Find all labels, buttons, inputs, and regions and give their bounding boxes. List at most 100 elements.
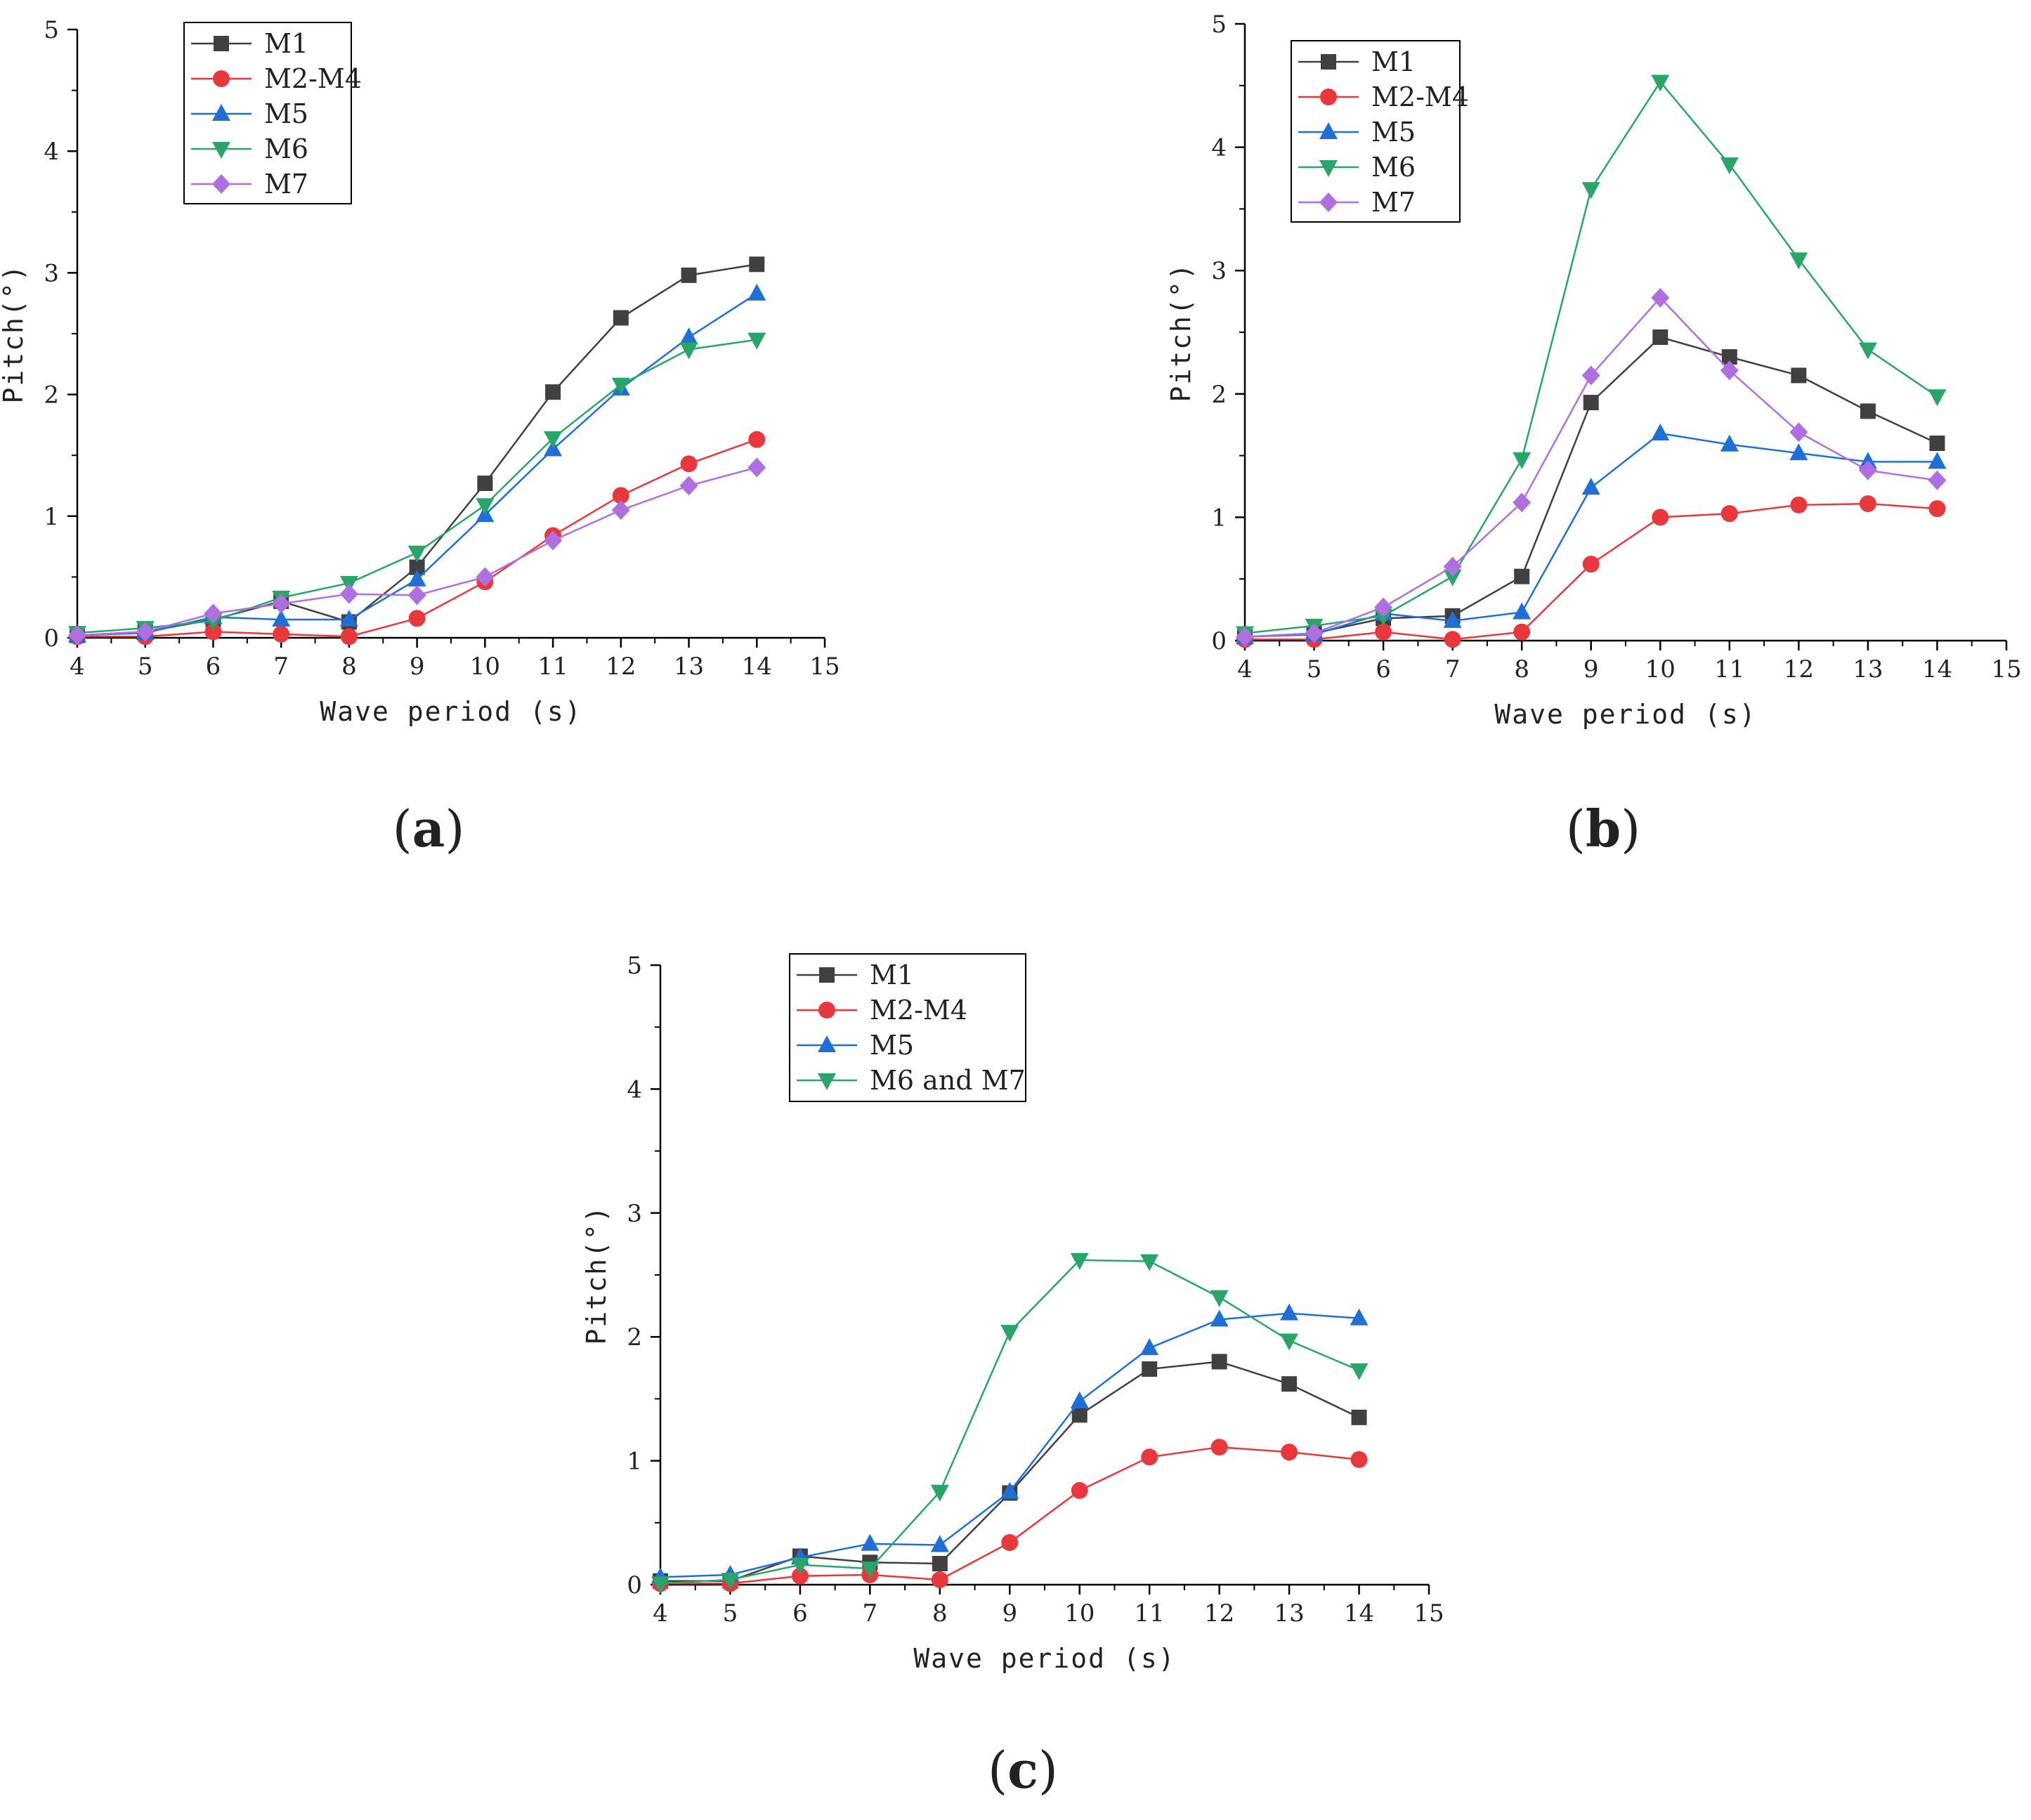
data-point-m6 xyxy=(1651,74,1670,92)
y-tick-label: 2 xyxy=(1211,381,1227,409)
data-point-m2-m4 xyxy=(408,610,426,627)
data-point-m6-and-m7 xyxy=(1350,1363,1369,1380)
x-tick-label: 8 xyxy=(1514,655,1529,683)
legend-marker-m6 xyxy=(212,142,230,159)
y-tick-label: 3 xyxy=(1211,257,1227,285)
y-tick-label: 2 xyxy=(44,381,59,410)
data-point-m7 xyxy=(679,476,698,496)
data-point-m2-m4 xyxy=(204,623,222,641)
data-point-m1 xyxy=(1791,367,1807,384)
data-point-m1 xyxy=(545,384,561,400)
data-point-m5 xyxy=(272,610,291,627)
y-tick-label: 1 xyxy=(1211,504,1227,532)
legend-label-m5: M5 xyxy=(870,1030,914,1061)
data-point-m7 xyxy=(1928,470,1947,490)
data-point-m6 xyxy=(407,545,426,563)
x-tick-label: 9 xyxy=(1002,1599,1017,1628)
data-point-m7 xyxy=(747,457,766,478)
legend-label-m1: M1 xyxy=(870,960,914,990)
x-axis-title: Wave period (s) xyxy=(320,696,582,727)
legend-label-m2-m4: M2-M4 xyxy=(870,995,967,1026)
data-point-m2-m4 xyxy=(1281,1443,1298,1461)
data-point-m6 xyxy=(544,431,563,448)
data-point-m5 xyxy=(1000,1481,1019,1499)
data-point-m5 xyxy=(1581,478,1600,495)
legend-label-m6: M6 xyxy=(1371,152,1416,183)
legend-marker-m2-m4 xyxy=(1320,89,1337,105)
legend-label-m7: M7 xyxy=(264,169,308,199)
x-axis-title: Wave period (s) xyxy=(1494,699,1756,730)
x-tick-label: 14 xyxy=(1922,655,1952,683)
x-tick-label: 13 xyxy=(674,653,704,681)
data-point-m7 xyxy=(407,585,426,605)
data-point-m2-m4 xyxy=(1444,631,1461,648)
data-point-m7 xyxy=(611,500,630,521)
data-point-m6 xyxy=(1513,452,1532,469)
data-point-m5 xyxy=(679,327,698,345)
data-point-m7 xyxy=(339,584,358,604)
legend-label-m5: M5 xyxy=(264,98,308,129)
data-point-m2-m4 xyxy=(1928,500,1946,518)
data-point-m7 xyxy=(1443,556,1462,577)
x-tick-label: 13 xyxy=(1274,1599,1304,1628)
series-m5 xyxy=(651,1303,1369,1585)
data-point-m2-m4 xyxy=(1350,1451,1368,1468)
x-tick-label: 15 xyxy=(1991,655,2021,683)
data-point-m5 xyxy=(930,1535,949,1552)
data-point-m1 xyxy=(1583,395,1599,411)
x-tick-label: 6 xyxy=(1376,655,1391,683)
data-point-m1 xyxy=(1721,349,1737,365)
series-m1 xyxy=(653,1354,1367,1589)
legend-marker-m5 xyxy=(818,1035,836,1052)
x-tick-label: 4 xyxy=(653,1599,668,1628)
legend-label-m2-m4: M2-M4 xyxy=(264,63,362,94)
x-tick-label: 13 xyxy=(1853,655,1883,683)
data-point-m1 xyxy=(613,310,629,326)
data-point-m7 xyxy=(476,567,495,587)
data-point-m1 xyxy=(1071,1407,1088,1423)
data-point-m7 xyxy=(1651,287,1670,308)
data-point-m7 xyxy=(1513,492,1532,513)
data-point-m1 xyxy=(1652,329,1668,346)
legend-marker-m5 xyxy=(1319,122,1338,139)
data-point-m6-and-m7 xyxy=(1000,1325,1019,1342)
data-point-m6-and-m7 xyxy=(1210,1290,1229,1307)
data-point-m2-m4 xyxy=(1375,623,1392,641)
y-tick-label: 3 xyxy=(44,259,59,287)
series-m2-m4 xyxy=(69,431,766,646)
data-point-m5 xyxy=(1513,602,1532,620)
x-tick-label: 8 xyxy=(341,653,357,681)
data-point-m1 xyxy=(1281,1376,1298,1392)
y-tick-label: 4 xyxy=(627,1075,642,1104)
series-line-m2-m4 xyxy=(77,438,757,638)
data-point-m5 xyxy=(1443,610,1462,628)
x-tick-label: 9 xyxy=(410,653,425,681)
data-point-m2-m4 xyxy=(1210,1439,1228,1456)
x-tick-label: 7 xyxy=(1445,655,1461,683)
data-point-m7 xyxy=(272,594,291,614)
data-point-m1 xyxy=(1142,1361,1158,1377)
data-point-m1 xyxy=(1929,436,1945,452)
series-m7 xyxy=(1236,287,1947,647)
y-tick-label: 0 xyxy=(1211,627,1227,655)
series-m2-m4 xyxy=(652,1439,1368,1592)
data-point-m1 xyxy=(932,1556,948,1572)
x-tick-label: 7 xyxy=(273,653,289,681)
data-point-m2-m4 xyxy=(1001,1534,1019,1552)
data-point-m2-m4 xyxy=(748,431,766,448)
panel-label-c: (c) xyxy=(988,1740,1058,1800)
x-tick-label: 4 xyxy=(70,653,85,681)
y-tick-label: 2 xyxy=(627,1323,642,1351)
legend-marker-m6 xyxy=(1319,160,1338,177)
data-point-m5 xyxy=(1789,443,1808,461)
x-axis-title: Wave period (s) xyxy=(913,1643,1175,1674)
y-tick-label: 4 xyxy=(44,138,59,166)
data-point-m2-m4 xyxy=(612,487,629,504)
x-tick-label: 5 xyxy=(723,1599,738,1628)
legend-marker-m2-m4 xyxy=(213,70,230,87)
x-tick-label: 12 xyxy=(606,653,636,681)
series-m6 xyxy=(68,332,766,643)
legend: M1 M2-M4 M5 M6 M7 xyxy=(183,22,362,204)
